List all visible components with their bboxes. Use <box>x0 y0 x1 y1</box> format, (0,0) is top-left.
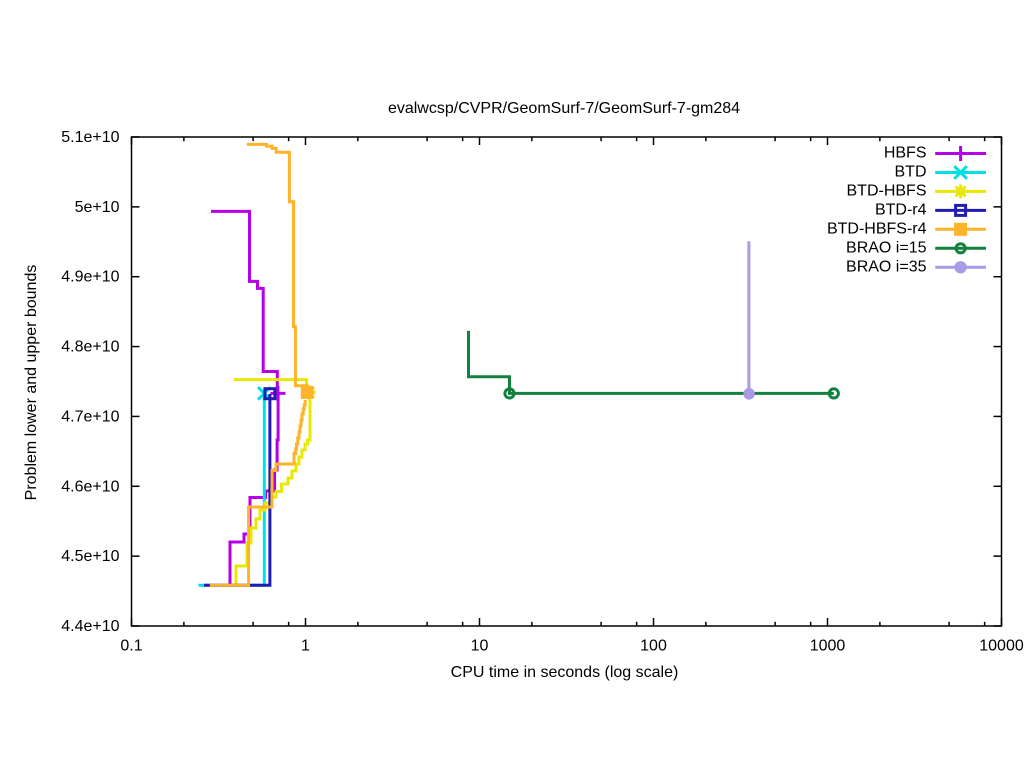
svg-text:100: 100 <box>640 638 667 655</box>
svg-text:BRAO i=35: BRAO i=35 <box>846 258 927 275</box>
svg-text:0.1: 0.1 <box>120 638 142 655</box>
svg-text:4.9e+10: 4.9e+10 <box>61 269 119 286</box>
svg-text:HBFS: HBFS <box>884 145 927 162</box>
svg-text:BTD: BTD <box>895 164 927 181</box>
svg-text:BTD-r4: BTD-r4 <box>875 202 927 219</box>
svg-text:evalwcsp/CVPR/GeomSurf-7/GeomS: evalwcsp/CVPR/GeomSurf-7/GeomSurf-7-gm28… <box>388 100 740 117</box>
svg-text:CPU time in seconds (log scale: CPU time in seconds (log scale) <box>451 664 679 681</box>
svg-text:5.1e+10: 5.1e+10 <box>61 129 119 146</box>
svg-text:1000: 1000 <box>810 638 846 655</box>
svg-text:BRAO i=15: BRAO i=15 <box>846 239 927 256</box>
svg-text:1: 1 <box>301 638 310 655</box>
svg-text:4.7e+10: 4.7e+10 <box>61 408 119 425</box>
svg-text:5e+10: 5e+10 <box>75 199 120 216</box>
svg-text:BTD-HBFS: BTD-HBFS <box>847 183 927 200</box>
svg-text:Problem lower and upper bounds: Problem lower and upper bounds <box>23 265 40 501</box>
svg-text:4.8e+10: 4.8e+10 <box>61 339 119 356</box>
svg-text:10000: 10000 <box>979 638 1024 655</box>
svg-text:4.6e+10: 4.6e+10 <box>61 478 119 495</box>
svg-text:BTD-HBFS-r4: BTD-HBFS-r4 <box>827 221 927 238</box>
svg-text:4.4e+10: 4.4e+10 <box>61 618 119 635</box>
svg-text:10: 10 <box>471 638 489 655</box>
svg-text:4.5e+10: 4.5e+10 <box>61 548 119 565</box>
